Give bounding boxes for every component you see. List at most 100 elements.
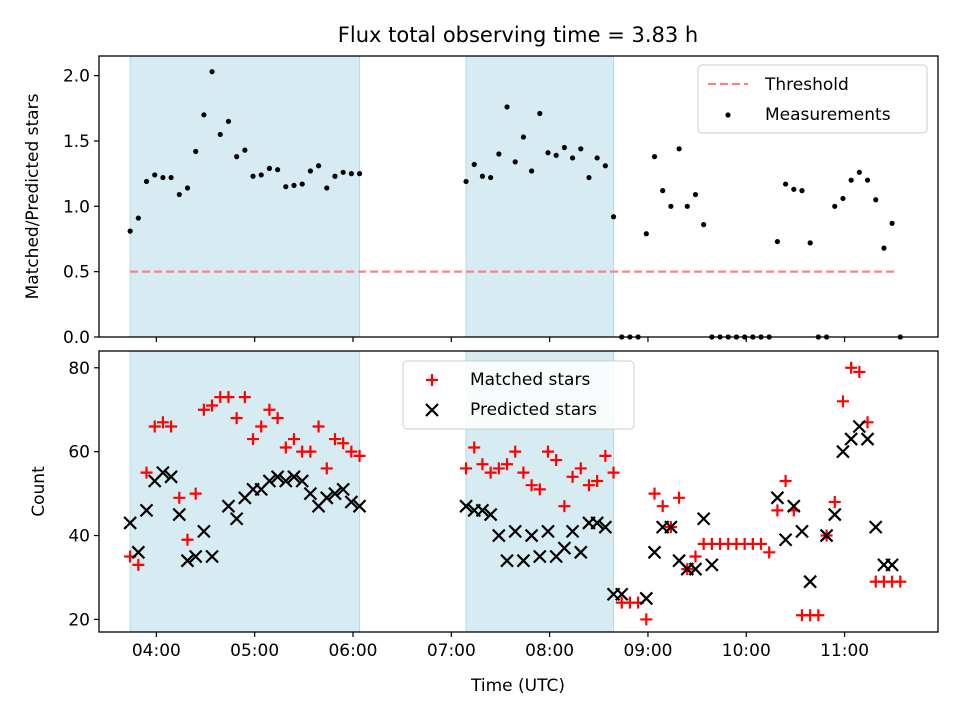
axes-layer: 0.0 0.5 1.0 1.5 2.0 Matched/Predicted stars 20…	[23, 55, 939, 661]
panel2-series-2-point	[262, 474, 277, 488]
panel1-series-1-point	[471, 161, 477, 168]
panel1-series-1-point	[537, 110, 543, 117]
panel1-series-1-point	[348, 171, 354, 177]
panel1-series-1-point	[504, 104, 510, 110]
panel1-series-1-point	[275, 167, 281, 173]
x-tick-label: 07:00	[427, 641, 476, 661]
panel1-y-axis-label: Matched/Predicted stars	[23, 93, 43, 299]
panel1-series-1-point	[569, 155, 576, 161]
panel1-series-1-point	[143, 178, 150, 185]
panel1-series-1-point	[643, 231, 649, 237]
panel2-series-1-point	[222, 391, 235, 404]
panel1-series-1-point	[529, 168, 535, 174]
panel2-series-2-point	[885, 558, 899, 572]
panel2-series-1-point	[484, 466, 497, 479]
panel2-series-1-point	[263, 403, 276, 416]
panel1-series-1-point	[242, 147, 248, 153]
panel2-series-1-point	[836, 395, 849, 408]
panel2-series-1-point	[148, 420, 161, 433]
panel2-series-2-point	[287, 470, 301, 484]
panel2-series-2-point	[205, 549, 219, 564]
panel2-series-2-point	[795, 524, 809, 539]
x-tick-label: 04:00	[132, 641, 181, 661]
panel2-series-2-point	[295, 474, 309, 488]
panel2-series-1-point	[312, 420, 325, 433]
panel2-series-2-point	[819, 528, 834, 543]
panel2-series-1-point	[337, 437, 350, 450]
panel1-shaded-period-2	[465, 55, 615, 338]
panel2-series-1-point	[304, 445, 317, 458]
panel2-series-1-point	[574, 462, 587, 475]
panel2-series-2-point	[279, 474, 293, 488]
panel1-series-1-point	[799, 188, 805, 194]
data-marks-layer	[123, 69, 907, 626]
panel2-series-1-point	[779, 475, 792, 488]
panel1-series-1-point	[299, 181, 305, 187]
panel1-shaded-period-1	[129, 55, 361, 338]
panel2-legend: Matched stars Predicted stars	[402, 360, 635, 430]
panel1-legend-measurements-swatch	[725, 112, 731, 118]
panel2-series-1-point	[894, 575, 907, 588]
panel2-series-1-point	[812, 609, 825, 622]
panel2-series-2-point	[188, 549, 203, 564]
panel1-series-1-point	[160, 174, 166, 181]
panel2-series-2-point	[688, 562, 703, 576]
panel2-legend-matched-label: Matched stars	[470, 370, 590, 390]
panel2-series-1-point	[607, 466, 620, 479]
panel2-series-2-point	[229, 511, 244, 526]
panel1-series-1-point	[520, 134, 527, 140]
panel1-series-1-point	[692, 191, 699, 198]
panel1-series-1-point	[889, 220, 895, 226]
panel2-series-1-point	[533, 483, 546, 496]
panel1-series-1-point	[176, 191, 182, 198]
panel2-series-2-point	[696, 511, 711, 526]
panel2-series-1-point	[189, 487, 202, 500]
panel2-series-2-point	[328, 486, 342, 501]
panel1-series-1-point	[602, 163, 608, 169]
panel2-series-1-point	[156, 416, 169, 429]
panel2-series-2-point	[598, 520, 613, 534]
panel1-series-1-point	[668, 203, 674, 209]
panel2-series-1-point	[501, 458, 514, 471]
panel2-series-2-point	[541, 524, 555, 539]
panel2-legend-predicted-swatch	[425, 403, 439, 417]
panel2-series-2-point	[533, 549, 547, 564]
panel2-series-2-point	[524, 528, 539, 543]
panel2-series-1-point	[566, 470, 579, 483]
panel2-series-2-point	[336, 482, 350, 497]
panel2-series-2-point	[614, 587, 629, 602]
panel2-series-2-point	[836, 444, 850, 459]
panel1-series-1-point	[586, 174, 592, 181]
panel1-series-1-point	[610, 214, 617, 220]
panel1-series-1-point	[774, 238, 781, 245]
panel1-series-1-point	[873, 197, 879, 203]
panel2-series-2-point	[172, 507, 187, 522]
panel2-series-2-point	[459, 499, 473, 513]
panel1-series-1-point	[315, 163, 322, 169]
panel2-series-2-point	[221, 499, 236, 513]
panel2-series-1-point	[173, 491, 186, 504]
panel1-series-1-point	[225, 118, 232, 124]
panel1-series-1-point	[250, 173, 256, 179]
panel2-series-1-point	[206, 399, 219, 412]
panel2-series-1-point	[230, 412, 243, 425]
panel1-series-1-point	[291, 182, 297, 188]
x-tick-label: 05:00	[230, 641, 279, 661]
panel2-series-2-point	[508, 524, 523, 539]
panel1-y-tick-label: 0.0	[63, 328, 90, 348]
panel2-series-2-point	[705, 558, 719, 572]
panel1-series-1-point	[864, 177, 871, 183]
panel1-legend-measurements-label: Measurements	[765, 105, 891, 125]
panel2-series-1-point	[345, 445, 358, 458]
panel1-series-1-point	[488, 174, 494, 181]
panel2-series-1-point	[476, 458, 489, 471]
panel1-series-1-point	[807, 240, 813, 246]
panel2-series-1-point	[640, 613, 653, 626]
panel1-series-1-point	[332, 173, 338, 179]
panel2-series-2-point	[557, 541, 572, 555]
panel2-y-axis-label: Count	[29, 466, 49, 517]
panel1-series-1-point	[463, 178, 469, 185]
panel2-series-2-point	[860, 432, 875, 446]
chart-title: Flux total observing time = 3.83 h	[338, 23, 698, 47]
panel2-legend-matched-swatch	[426, 374, 438, 386]
